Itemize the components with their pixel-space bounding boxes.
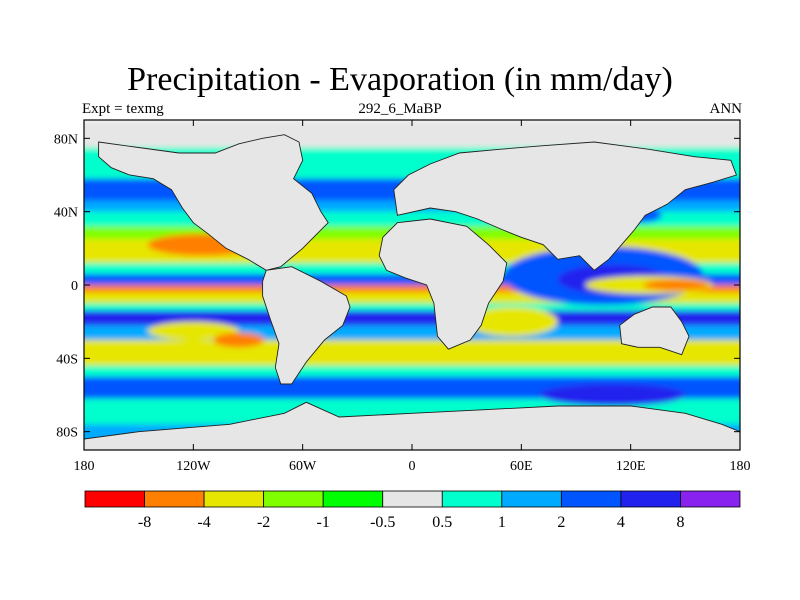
colorbar-swatch-4 <box>322 490 384 508</box>
colorbar-swatch-6 <box>441 490 503 508</box>
land-layer <box>84 134 740 450</box>
map-title: Precipitation - Evaporation (in mm/day) <box>127 61 673 98</box>
continent-north-america <box>98 134 329 271</box>
colorbar-label-1: -4 <box>197 514 210 531</box>
colorbar-swatch-7 <box>501 490 562 508</box>
continent-south-america <box>262 266 351 385</box>
axis-ticks: 180 120W 60W 0 60E 120E 180 80N 40N 0 40S 80S <box>54 120 751 474</box>
colorbar: -8 -4 -2 -1 -0.5 0.5 1 2 4 8 <box>84 490 741 531</box>
x-tick-label-3: 0 <box>409 459 416 474</box>
colorbar-label-9: 8 <box>676 514 684 531</box>
colorbar-label-3: -1 <box>317 514 330 531</box>
x-tick-label-5: 120E <box>616 459 646 474</box>
x-tick-label-1: 120W <box>176 459 211 474</box>
continent-africa <box>378 218 508 350</box>
colorbar-label-7: 2 <box>557 514 565 531</box>
colorbar-swatch-3 <box>263 490 324 508</box>
lat-band-12 <box>84 303 740 312</box>
y-tick-label-2: 0 <box>71 279 78 294</box>
colorbar-swatch-10 <box>680 490 741 508</box>
x-tick-label-0: 180 <box>74 459 95 474</box>
y-tick-label-1: 40N <box>54 206 78 221</box>
lat-band-13 <box>84 310 740 327</box>
x-tick-label-4: 60E <box>510 459 533 474</box>
field-feature-8 <box>539 384 686 406</box>
season-label: ANN <box>709 101 743 117</box>
colorbar-label-6: 1 <box>498 514 506 531</box>
colorbar-swatch-2 <box>203 490 265 508</box>
colorbar-swatch-9 <box>620 490 681 508</box>
continent-eurasia <box>393 141 737 271</box>
field-feature-2 <box>213 332 265 348</box>
period-label: 292_6_MaBP <box>358 101 442 117</box>
continent-antarctica <box>84 401 740 450</box>
field-feature-1 <box>147 321 239 341</box>
colorbar-label-8: 4 <box>617 514 625 531</box>
continent-australia <box>619 306 690 356</box>
colorbar-label-4: -0.5 <box>370 514 395 531</box>
x-tick-label-2: 60W <box>289 459 317 474</box>
colorbar-label-5: 0.5 <box>432 514 452 531</box>
lat-band-16 <box>84 365 740 378</box>
colorbar-label-2: -2 <box>257 514 270 531</box>
colorbar-swatch-1 <box>144 490 205 508</box>
colorbar-label-0: -8 <box>138 514 151 531</box>
y-tick-label-4: 80S <box>56 426 78 441</box>
colorbar-swatch-8 <box>560 490 622 508</box>
experiment-label: Expt = texmg <box>82 101 164 117</box>
colorbar-swatch-0 <box>84 490 145 508</box>
field-feature-6 <box>643 279 710 291</box>
x-tick-label-6: 180 <box>730 459 751 474</box>
y-tick-label-0: 80N <box>54 132 78 147</box>
colorbar-swatch-5 <box>382 490 443 508</box>
lat-band-10 <box>84 285 740 294</box>
y-tick-label-3: 40S <box>56 352 78 367</box>
field-feature-7 <box>466 307 558 337</box>
